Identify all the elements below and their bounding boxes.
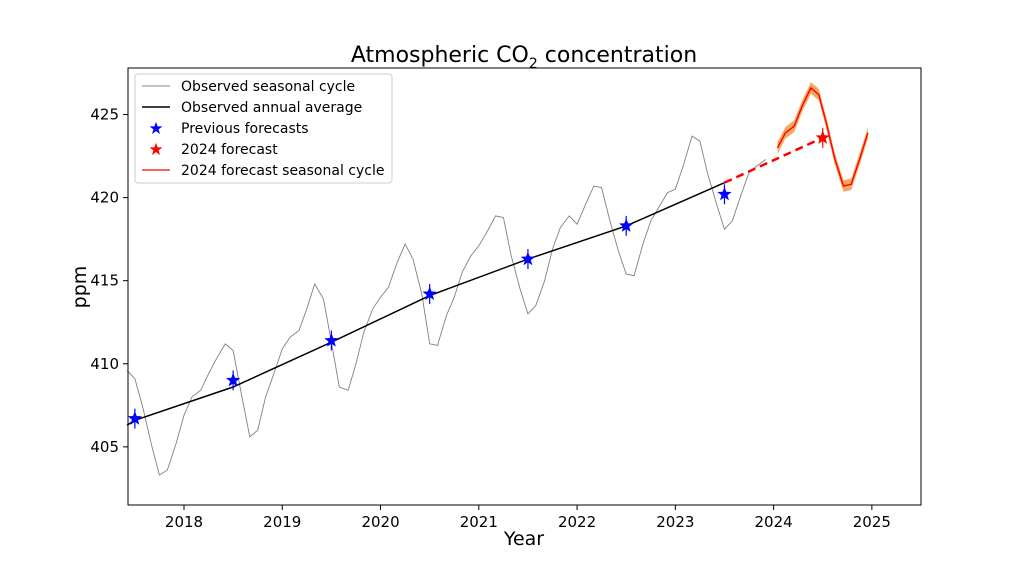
y-axis-ticks: 405 410 415 420 425 — [90, 106, 128, 456]
x-tick-label: 2022 — [558, 513, 596, 531]
x-tick-label: 2018 — [165, 513, 203, 531]
x-tick-label: 2023 — [656, 513, 694, 531]
forecast-2024-star — [815, 130, 830, 144]
legend-label-previous: Previous forecasts — [181, 121, 309, 137]
previous-forecast-star — [127, 411, 142, 425]
legend-label-seasonal: Observed seasonal cycle — [181, 79, 355, 95]
x-tick-label: 2024 — [755, 513, 793, 531]
legend-label-annual: Observed annual average — [181, 100, 362, 116]
x-tick-label: 2025 — [853, 513, 891, 531]
previous-forecast-star — [717, 186, 732, 201]
legend-label-forecast-cycle: 2024 forecast seasonal cycle — [181, 163, 384, 179]
observed-seasonal-line — [126, 135, 766, 476]
chart-title-main: Atmospheric CO — [351, 43, 529, 68]
previous-forecast-star — [619, 218, 634, 232]
y-tick-label: 410 — [90, 355, 119, 373]
plot-frame — [127, 67, 922, 506]
observed-annual-line — [126, 182, 725, 426]
previous-forecast-star — [324, 333, 339, 347]
chart-title-subscript: 2 — [529, 56, 538, 72]
x-tick-label: 2021 — [460, 513, 498, 531]
y-tick-label: 425 — [90, 106, 119, 124]
previous-forecast-star — [520, 251, 536, 266]
y-tick-label: 420 — [90, 189, 119, 207]
chart-title: Atmospheric CO2 concentration — [351, 43, 697, 72]
legend-star-forecast: ★ — [148, 140, 163, 160]
legend-star-previous: ★ — [148, 119, 163, 139]
y-tick-label: 405 — [90, 438, 119, 456]
legend-box — [134, 73, 393, 184]
previous-forecast-star — [226, 372, 241, 387]
legend-label-forecast: 2024 forecast — [181, 142, 278, 158]
x-axis-ticks: 2018 2019 2020 2021 2022 2023 2024 2025 — [165, 505, 891, 531]
y-tick-label: 415 — [90, 272, 119, 290]
chart-title-end: concentration — [538, 43, 697, 68]
x-tick-label: 2019 — [263, 513, 301, 531]
plot-area — [126, 82, 869, 476]
y-axis-label: ppm — [69, 266, 91, 309]
x-axis-label: Year — [503, 528, 544, 550]
x-tick-label: 2020 — [361, 513, 399, 531]
legend: Observed seasonal cycle Observed annual … — [134, 73, 393, 184]
forecast-dashed-link — [723, 136, 824, 184]
previous-forecast-star — [422, 286, 437, 300]
forecast-seasonal-line — [776, 86, 869, 187]
